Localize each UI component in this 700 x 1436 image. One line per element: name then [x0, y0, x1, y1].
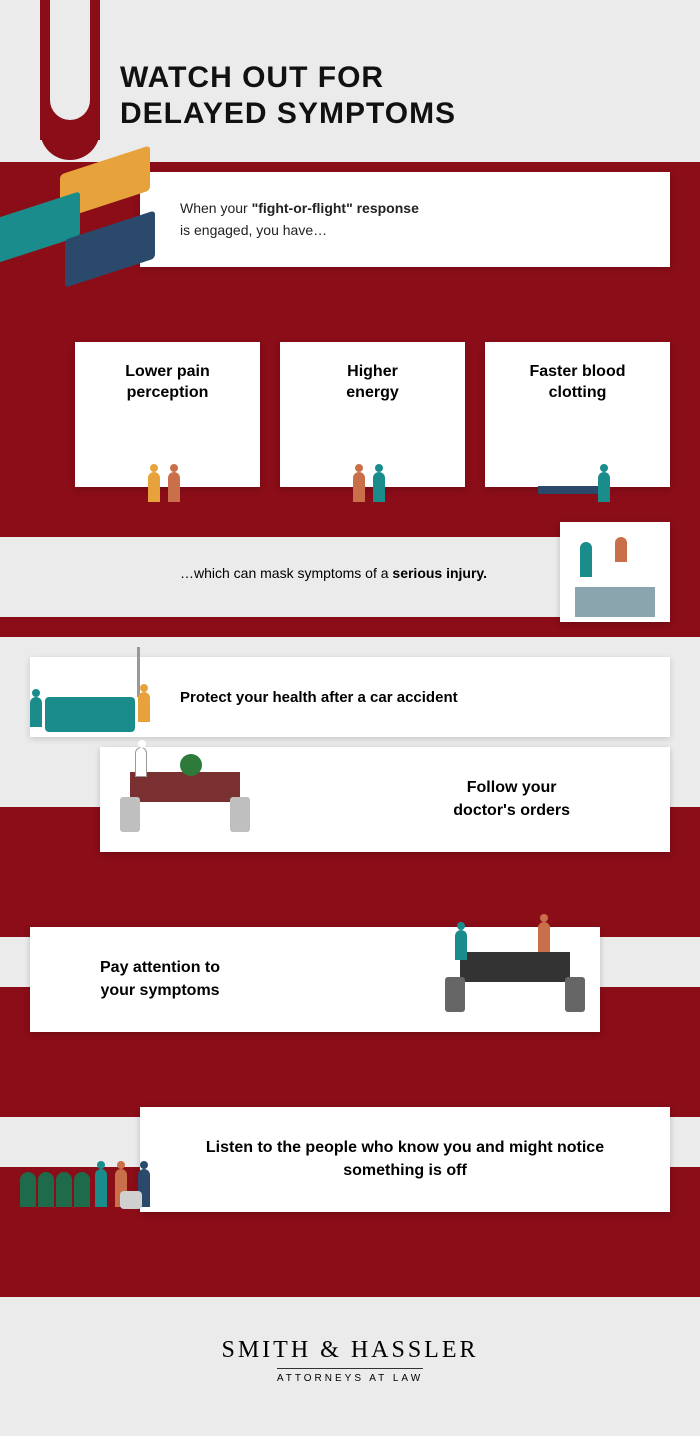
- firm-tagline: ATTORNEYS AT LAW: [277, 1368, 423, 1384]
- advice-listen-to-people: Listen to the people who know you and mi…: [0, 1127, 700, 1297]
- header: WATCH OUT FOR DELAYED SYMPTOMS: [0, 0, 700, 162]
- protect-section: Protect your health after a car accident: [0, 647, 700, 757]
- hospital-bed-illustration: [15, 642, 165, 742]
- park-people-illustration: [20, 1117, 160, 1217]
- symptom-card-pain: Lower painperception: [75, 342, 260, 487]
- page-title: WATCH OUT FOR DELAYED SYMPTOMS: [120, 60, 660, 132]
- card-title: Faster bloodclotting: [495, 362, 660, 404]
- title-line2: DELAYED SYMPTOMS: [120, 97, 456, 130]
- symptom-card-energy: Higherenergy: [280, 342, 465, 487]
- exam-illustration: [560, 522, 670, 622]
- desk-consultation-illustration: [120, 742, 260, 832]
- protect-text: Protect your health after a car accident: [180, 689, 458, 706]
- ribbon-inner: [50, 0, 90, 120]
- mask-section: …which can mask symptoms of a serious in…: [0, 517, 700, 637]
- intro-card: When your "fight-or-flight" response is …: [140, 172, 670, 267]
- car-crash-illustration: [0, 150, 190, 300]
- people-illustration: [328, 452, 418, 502]
- symptom-card-clotting: Faster bloodclotting: [485, 342, 670, 487]
- advice-text: Listen to the people who know you and mi…: [165, 1137, 645, 1182]
- mask-text-bar: …which can mask symptoms of a serious in…: [0, 537, 560, 617]
- card-title: Higherenergy: [290, 362, 455, 404]
- people-illustration: [123, 452, 213, 502]
- footer: SMITH & HASSLER ATTORNEYS AT LAW: [0, 1297, 700, 1436]
- advice-card: Listen to the people who know you and mi…: [140, 1107, 670, 1212]
- advice-follow-doctor: Follow yourdoctor's orders: [0, 767, 700, 937]
- card-title: Lower painperception: [85, 362, 250, 404]
- firm-name: SMITH & HASSLER: [0, 1337, 700, 1364]
- mask-text: …which can mask symptoms of a serious in…: [180, 562, 530, 584]
- office-illustration: [450, 922, 590, 1012]
- infographic-page: WATCH OUT FOR DELAYED SYMPTOMS When your…: [0, 0, 700, 1436]
- stretcher-illustration: [533, 452, 623, 502]
- title-line1: WATCH OUT FOR: [120, 61, 384, 94]
- advice-pay-attention: Pay attention toyour symptoms: [0, 947, 700, 1117]
- advice-text: Pay attention toyour symptoms: [100, 957, 220, 1002]
- symptom-cards-row: Lower painperception Higherenergy Faster…: [0, 282, 700, 517]
- advice-text: Follow yourdoctor's orders: [453, 777, 570, 822]
- intro-text: When your "fight-or-flight" response is …: [180, 197, 630, 242]
